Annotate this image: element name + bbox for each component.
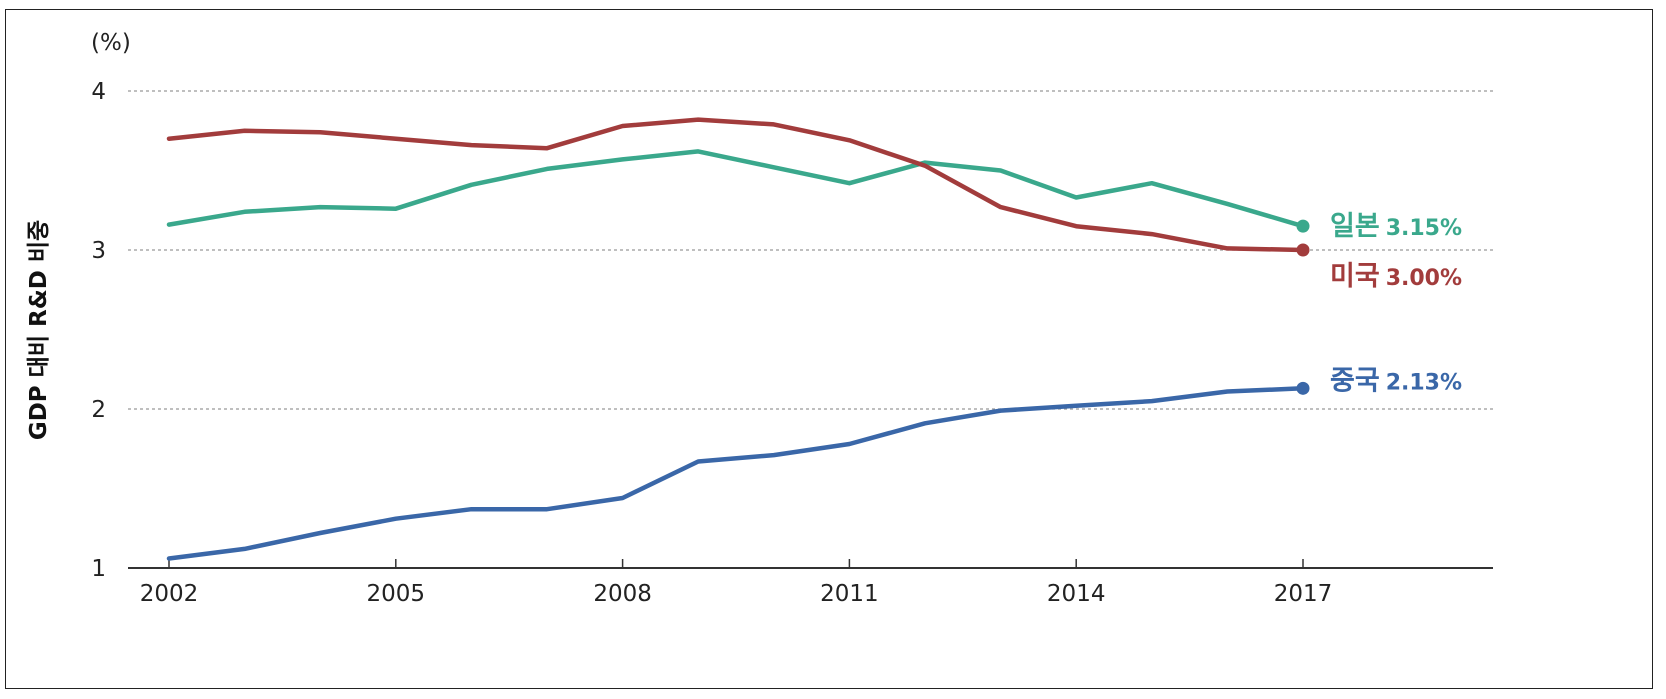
series-end-marker (1296, 381, 1310, 395)
chart-frame: 1 2 3 4 2002 2005 2008 2011 2014 2017 (%) GDP 대비 R&… (5, 9, 1653, 689)
series-value: 3.15% (1386, 216, 1462, 241)
y-tick-label: 3 (91, 238, 106, 264)
axes: 1 2 3 4 2002 2005 2008 2011 2014 2017 (%) GDP 대비 R&… (26, 30, 1493, 607)
x-tick-label: 2011 (820, 581, 879, 607)
y-tick-label: 2 (91, 397, 106, 423)
y-tick-label: 4 (91, 79, 106, 105)
series-end-label: 일본 3.15% (1330, 211, 1462, 242)
series-line (166, 386, 1306, 561)
series-end-marker (1296, 219, 1310, 233)
series-lines (166, 117, 1310, 561)
series-name: 중국 (1330, 365, 1380, 396)
x-tick-label: 2008 (593, 581, 652, 607)
series-name: 미국 (1330, 261, 1380, 292)
x-tick-label: 2002 (140, 581, 199, 607)
series-value: 3.00% (1386, 266, 1462, 291)
x-tick-label: 2017 (1274, 581, 1333, 607)
series-line (166, 149, 1306, 229)
series-line (166, 117, 1306, 253)
y-axis-title: GDP 대비 R&D 비중 (26, 220, 52, 440)
line-chart: 1 2 3 4 2002 2005 2008 2011 2014 2017 (%) GDP 대비 R&… (26, 30, 1493, 607)
y-tick-label: 1 (91, 556, 106, 582)
series-end-label: 중국 2.13% (1330, 365, 1462, 396)
series-end-marker (1296, 243, 1310, 257)
x-tick-label: 2005 (367, 581, 426, 607)
series-name: 일본 (1330, 211, 1380, 242)
labels: 일본 3.15%미국 3.00%중국 2.13% (1330, 211, 1462, 396)
series-value: 2.13% (1386, 370, 1462, 395)
x-tick-label: 2014 (1047, 581, 1106, 607)
series-end-label: 미국 3.00% (1330, 261, 1462, 292)
y-unit-label: (%) (91, 30, 131, 56)
